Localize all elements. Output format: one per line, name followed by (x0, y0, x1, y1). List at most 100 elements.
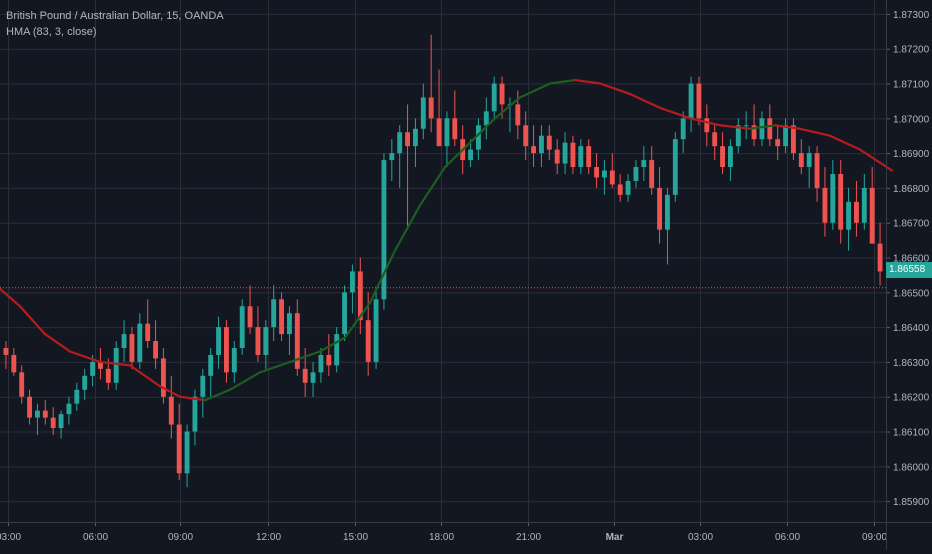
y-tick-label: 1.86400 (893, 323, 930, 334)
x-tick-label: Mar (606, 532, 624, 543)
candle-body (664, 194, 670, 230)
hma-segment (68, 350, 102, 364)
candle-body (538, 135, 544, 154)
candle-body (523, 125, 529, 147)
candle-body (27, 396, 33, 418)
symbol-title: British Pound / Australian Dollar, 15, O… (6, 10, 224, 22)
candle-body (515, 104, 521, 126)
candle-body (247, 306, 253, 328)
candle-body (475, 125, 481, 150)
candle-body (609, 170, 615, 185)
candle-body (806, 153, 812, 168)
candle-body (704, 118, 710, 133)
hma-segment (828, 134, 862, 151)
candle-body (113, 348, 119, 383)
candle-body (216, 327, 222, 355)
candle-body (129, 334, 135, 362)
hma-segment (343, 301, 372, 339)
y-tick-label: 1.86500 (893, 288, 930, 299)
hma-segment (468, 117, 497, 144)
candle-body (452, 118, 458, 140)
candle-body (271, 299, 277, 328)
candle-body (712, 132, 718, 147)
candle-body (34, 410, 40, 418)
candle-body (97, 361, 103, 369)
hma-segment (518, 82, 552, 99)
y-tick-label: 1.87300 (893, 10, 930, 21)
y-tick-label: 1.87100 (893, 80, 930, 91)
candle-body (66, 403, 72, 415)
candle-body (184, 431, 190, 474)
candle-body (231, 348, 237, 373)
hma-segment (418, 165, 447, 207)
x-tick-label: 06:00 (775, 532, 800, 543)
hma-segment (288, 350, 322, 364)
candle-body (405, 132, 411, 147)
y-tick-label: 1.86900 (893, 149, 930, 160)
y-tick-label: 1.86100 (893, 428, 930, 439)
candle-body (586, 146, 592, 168)
candle-body (672, 139, 678, 195)
hma-segment (258, 360, 292, 374)
chart-legend: British Pound / Australian Dollar, 15, O… (6, 8, 224, 40)
indicator-label: HMA (83, 3, close) (6, 26, 97, 38)
x-tick-label: 03:00 (0, 532, 21, 543)
candle-body (3, 348, 9, 355)
hma-segment (548, 78, 577, 85)
candle-body (783, 125, 789, 147)
candle-body (11, 354, 17, 373)
hma-line-layer (0, 78, 894, 402)
candle-body (853, 201, 859, 223)
candle-body (594, 167, 600, 178)
hma-segment (573, 78, 602, 85)
hma-segment (318, 336, 347, 353)
candle-body (751, 125, 757, 140)
candle-body (373, 299, 379, 362)
candle-body (168, 396, 174, 425)
candle-body (869, 187, 875, 244)
grid-lines (0, 0, 886, 522)
hma-segment (128, 364, 162, 388)
candle-body (255, 327, 261, 355)
hma-segment (798, 127, 832, 137)
candle-body (861, 187, 867, 223)
candle-body (428, 97, 434, 119)
hma-segment (688, 117, 722, 127)
candle-body (601, 170, 607, 178)
candle-body (263, 327, 269, 355)
candle-body (208, 354, 214, 376)
candle-body (105, 368, 111, 383)
candle-body (830, 174, 836, 223)
candle-body (554, 149, 560, 164)
hma-segment (393, 204, 422, 252)
candle-body (468, 149, 474, 161)
y-tick-label: 1.86300 (893, 358, 930, 369)
hma-segment (43, 332, 72, 353)
candle-body (318, 354, 324, 373)
candle-body (491, 83, 497, 112)
x-tick-label: 09:00 (168, 532, 193, 543)
candle-body (578, 146, 584, 168)
candle-body (696, 83, 702, 119)
candle-body (365, 320, 371, 362)
candle-body (822, 187, 828, 223)
hma-segment (718, 124, 752, 130)
hma-segment (628, 92, 662, 109)
candle-body (310, 372, 316, 383)
y-tick-label: 1.86200 (893, 393, 930, 404)
x-tick-label: 06:00 (83, 532, 108, 543)
y-tick-label: 1.86000 (893, 462, 930, 473)
candle-body (192, 396, 198, 432)
x-tick-label: 12:00 (256, 532, 281, 543)
y-tick-label: 1.87200 (893, 45, 930, 56)
candle-body (326, 354, 332, 366)
x-tick-label: 18:00 (429, 532, 454, 543)
candle-body (649, 160, 655, 188)
hma-segment (598, 82, 632, 96)
candle-body (444, 118, 450, 147)
candle-body (727, 146, 733, 168)
candle-body (570, 142, 576, 168)
hma-segment (158, 385, 182, 398)
